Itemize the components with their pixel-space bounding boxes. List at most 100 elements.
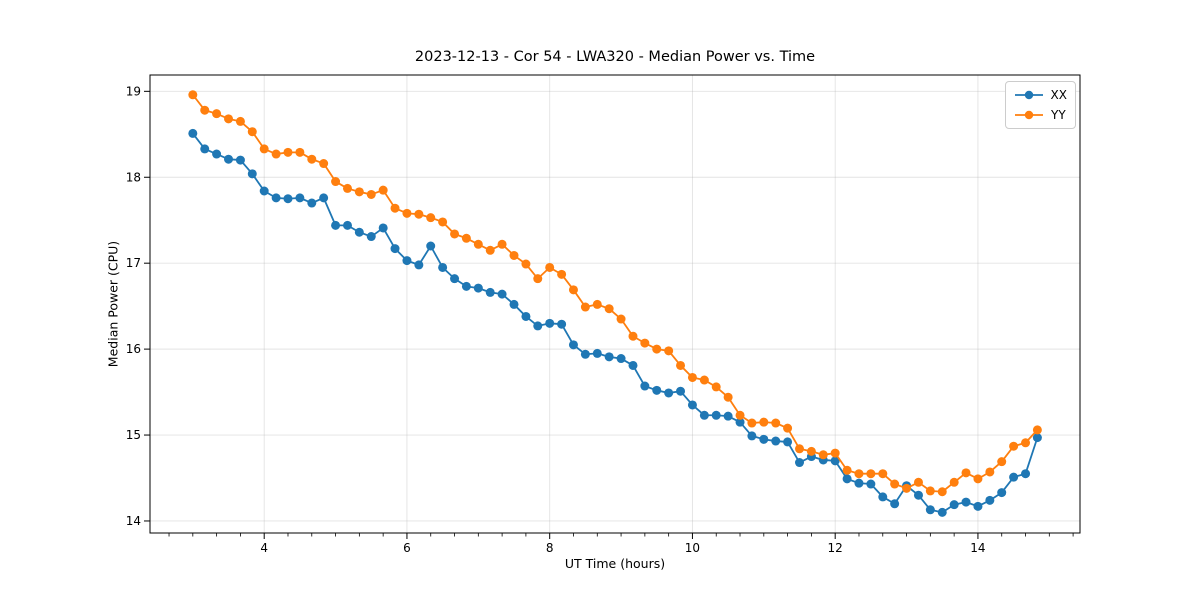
data-point [509,299,519,309]
data-point [961,497,971,507]
data-point [568,340,578,350]
data-point [307,154,317,164]
data-point [664,388,674,398]
legend-item-yy: YY [1006,105,1075,125]
data-point [723,411,733,421]
axes: 4 6 8 10 12 14 14 15 16 17 18 19 [126,74,1081,555]
legend: XX YY [1005,81,1076,129]
data-point [997,457,1007,467]
data-point [188,90,198,100]
data-point [913,477,923,487]
data-point [545,318,555,328]
data-point [795,458,804,468]
data-point [628,360,638,370]
data-point [342,220,352,230]
data-point [985,467,995,477]
data-point [640,338,650,348]
data-point [1021,438,1031,448]
data-point [949,500,959,510]
data-point [461,233,471,243]
data-point [200,144,210,154]
x-axis-label: UT Time (hours) [564,556,666,571]
data-point [652,385,662,395]
data-point [1009,441,1019,451]
data-point [902,483,912,493]
data-point [568,285,578,295]
data-point [200,105,210,115]
y-axis-label: Median Power (CPU) [105,240,121,368]
data-point [497,239,507,249]
data-point [866,479,876,489]
data-point [426,241,436,251]
data-point [450,274,460,284]
y-tick-label: 18 [126,170,141,184]
gridlines [150,75,1080,533]
data-point [342,183,352,193]
data-point [699,375,709,385]
y-tick-label: 19 [126,84,141,98]
data-point [414,260,424,270]
data-point [366,232,376,242]
data-point [592,348,602,358]
data-point [664,346,674,356]
data-point [212,149,222,159]
data-point [247,127,257,137]
data-point [295,147,305,157]
data-point [687,400,697,410]
data-point [473,239,483,249]
data-point [235,155,245,165]
data-point [521,259,531,269]
legend-label-xx: XX [1050,88,1067,102]
x-tick-label: 4 [260,541,268,555]
data-point [319,159,329,169]
data-point [580,302,590,312]
data-point [913,490,923,500]
data-point [783,423,793,433]
data-point [937,507,947,517]
data-point [961,468,971,478]
legend-line-swatch-xx [1015,90,1043,100]
data-point [354,227,364,237]
data-point [259,186,269,196]
legend-item-xx: XX [1006,85,1075,105]
data-point [592,299,602,309]
data-point [1021,469,1031,479]
data-point [307,198,317,208]
data-point [331,220,341,230]
data-point [473,283,483,293]
data-point [949,477,959,487]
data-point [295,193,305,203]
data-point [557,269,567,279]
data-point [925,505,935,515]
x-tick-label: 12 [828,541,843,555]
data-point [759,434,769,444]
data-point [652,344,662,354]
data-point [759,417,769,427]
data-point [354,187,364,197]
data-point [557,319,567,329]
data-point [854,478,864,488]
data-point [676,386,686,396]
data-point [533,321,543,331]
plot-spines [149,74,1081,534]
data-point [830,448,840,458]
data-point [711,410,721,420]
x-tick-label: 8 [546,541,554,555]
data-point [973,501,983,511]
data-point [699,410,709,420]
series-line-yy [192,94,1039,493]
data-point [925,486,935,496]
data-point [806,446,816,456]
data-point [854,469,864,479]
data-point [259,144,269,154]
data-point [247,169,257,179]
data-point [545,262,555,272]
data-point [878,469,888,479]
data-point [438,262,448,272]
data-point [985,495,995,505]
data-point [997,488,1007,498]
series-line-xx [192,132,1039,514]
data-point [616,314,626,324]
